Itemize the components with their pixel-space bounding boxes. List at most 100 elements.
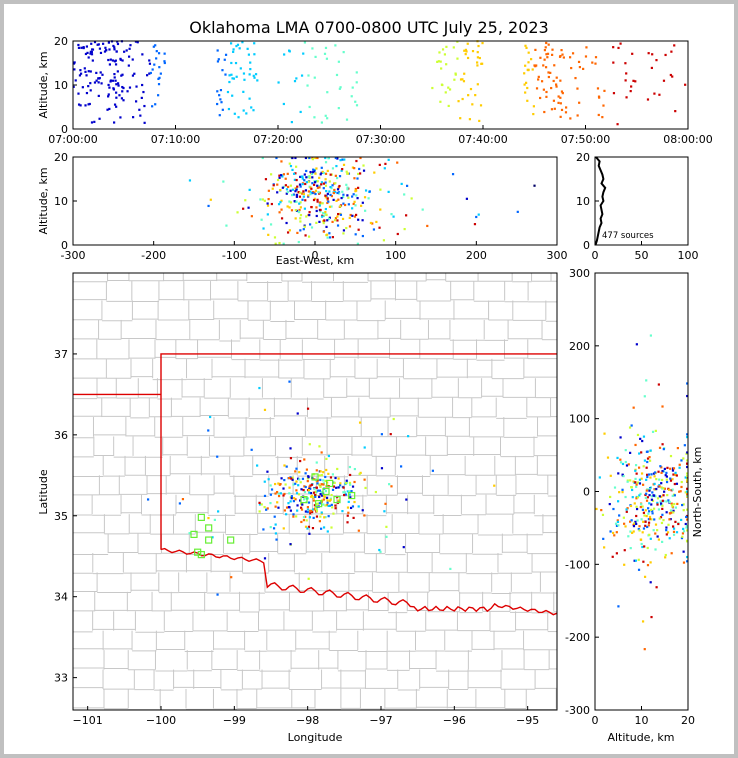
time-altitude-point: [476, 64, 479, 67]
ew-altitude-point: [318, 186, 321, 189]
time-altitude-point: [132, 116, 135, 119]
time-altitude-point: [306, 84, 309, 87]
ew-altitude-ytick-label: 10: [54, 195, 68, 208]
time-altitude-point: [221, 108, 224, 111]
altitude-ns-point: [685, 515, 688, 519]
altitude-ns-point: [643, 575, 647, 578]
time-altitude-point: [117, 84, 120, 87]
ew-altitude-point: [298, 208, 301, 212]
ew-altitude-point: [310, 205, 313, 209]
altitude-ns-point: [681, 535, 684, 538]
time-altitude-point: [107, 41, 110, 44]
altitude-ns-point: [683, 444, 686, 447]
altitude-ns-point: [621, 488, 624, 491]
time-altitude-point: [562, 56, 565, 59]
ew-altitude-point: [322, 230, 326, 233]
plan-view-point: [339, 484, 342, 487]
time-altitude-point: [559, 102, 562, 105]
plan-view-point: [310, 509, 313, 513]
ew-altitude-point: [360, 204, 363, 207]
altitude-ns-point: [666, 531, 670, 534]
altitude-ns-point: [645, 514, 648, 518]
ew-altitude-point: [321, 170, 324, 174]
time-altitude-point: [295, 77, 298, 80]
plan-view-point: [300, 520, 303, 524]
plan-view-point: [348, 493, 351, 496]
ew-altitude-point: [324, 172, 328, 175]
ew-altitude-point: [247, 206, 250, 209]
ew-altitude-point: [342, 163, 346, 166]
ew-altitude-point: [330, 194, 333, 198]
altitude-ns-point: [613, 486, 617, 489]
altitude-ns-point: [640, 503, 643, 506]
plan-view-point: [216, 593, 219, 596]
plan-view-point: [277, 482, 280, 485]
plan-view-point: [270, 488, 274, 491]
ew-altitude-point: [286, 205, 289, 208]
ew-altitude-point: [290, 193, 294, 197]
altitude-ns-point: [664, 553, 667, 557]
ew-altitude-point: [516, 210, 519, 213]
altitude-ns-point: [616, 519, 619, 522]
altitude-ns-point: [685, 452, 688, 455]
plan-view-point: [308, 509, 312, 512]
ew-altitude-point: [281, 186, 284, 189]
ew-altitude-point: [299, 220, 302, 223]
time-altitude-point: [121, 73, 124, 76]
time-altitude-point: [135, 85, 138, 88]
altitude-ns-point: [653, 482, 656, 485]
time-altitude-point: [121, 59, 124, 62]
ew-altitude-point: [349, 213, 352, 217]
altitude-ns-point: [618, 491, 621, 494]
time-altitude-point: [474, 94, 477, 97]
time-altitude-point: [152, 45, 155, 48]
ew-altitude-point: [314, 192, 317, 196]
plan-view-point: [306, 508, 310, 511]
plan-view-point: [334, 507, 337, 510]
ew-altitude-point: [400, 182, 403, 186]
altitude-ns-point: [665, 478, 668, 481]
time-altitude-point: [148, 62, 152, 65]
ew-altitude-point: [334, 190, 337, 194]
ew-altitude-point: [320, 181, 323, 184]
ew-altitude-point: [329, 173, 332, 176]
time-altitude-point: [223, 58, 226, 61]
altitude-ns-point: [670, 504, 674, 507]
lma-station-marker: [227, 536, 235, 544]
ew-altitude-point: [311, 191, 314, 195]
plan-view-point: [287, 502, 290, 505]
lma-station-marker: [315, 500, 323, 508]
time-altitude-points: [72, 40, 687, 126]
altitude-ns-point: [609, 530, 612, 533]
altitude-ns-point: [603, 546, 606, 549]
plan-view-point: [363, 478, 366, 481]
ew-altitude-point: [319, 173, 322, 176]
plan-view-point: [329, 476, 333, 479]
plan-view-point: [330, 526, 333, 529]
altitude-ns-point: [635, 507, 639, 511]
plan-view-point: [308, 516, 312, 519]
plan-view-point: [314, 507, 318, 510]
ew-altitude-point: [316, 156, 319, 160]
time-altitude-point: [216, 90, 219, 93]
time-altitude-point: [242, 109, 245, 112]
altitude-ns-point: [661, 504, 664, 507]
altitude-ns-point: [686, 465, 689, 469]
altitude-ns-point: [681, 503, 684, 507]
plan-view-point: [320, 483, 323, 486]
ew-altitude-point: [333, 219, 337, 222]
time-altitude-point: [87, 85, 90, 88]
plan-view-point: [207, 517, 210, 520]
plan-view-point: [348, 490, 351, 493]
time-altitude-point: [338, 87, 341, 90]
ew-altitude-point: [337, 212, 340, 216]
time-altitude-point: [142, 90, 145, 94]
plan-view-point: [322, 526, 326, 529]
ew-altitude-point: [326, 192, 329, 195]
plan-view-point: [318, 474, 321, 477]
ew-altitude-point: [322, 221, 325, 225]
altitude-ns-point: [637, 558, 640, 561]
time-altitude-point: [109, 58, 112, 61]
time-altitude-point: [115, 96, 118, 99]
